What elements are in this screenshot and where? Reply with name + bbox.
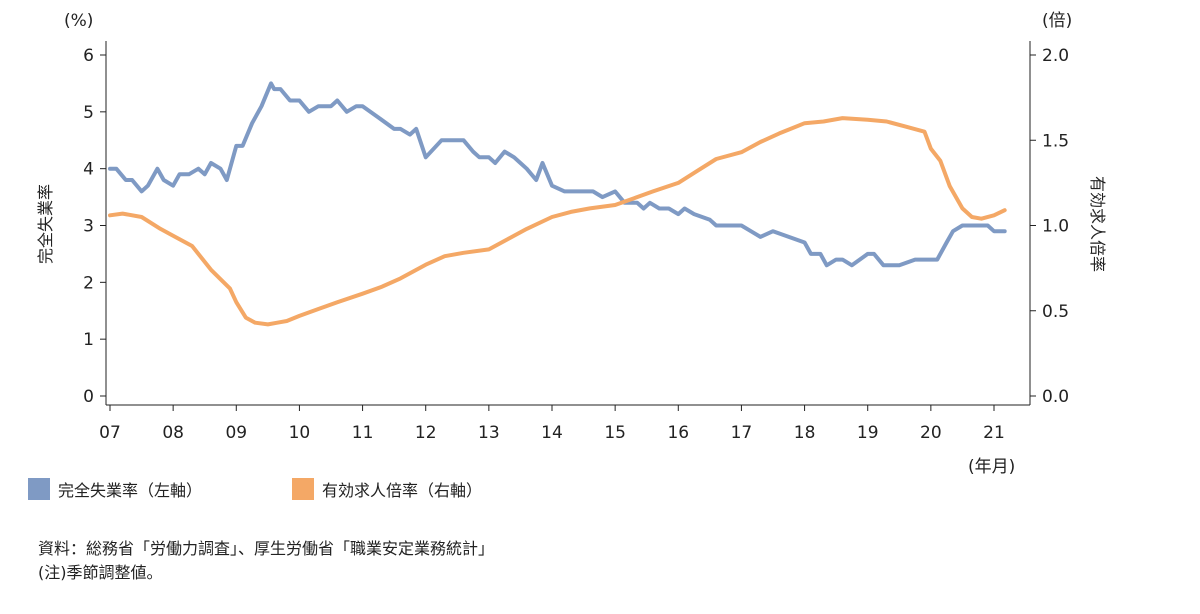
- x-tick-label: 12: [415, 423, 437, 443]
- left-tick-label: 3: [83, 217, 94, 237]
- right-axis-unit: (倍): [1042, 11, 1072, 31]
- legend-item-unemployment: 完全失業率（左軸）: [28, 477, 202, 501]
- x-tick-label: 10: [289, 423, 311, 443]
- series-line-unemployment: [108, 81, 1007, 268]
- left-axis-unit: (%): [64, 11, 93, 31]
- legend-item-job-ratio: 有効求人倍率（右軸）: [292, 477, 482, 501]
- right-tick-label: 1.0: [1042, 217, 1069, 237]
- right-tick-label: 0.0: [1042, 387, 1069, 407]
- x-tick-label: 14: [541, 423, 563, 443]
- left-tick-label: 0: [83, 387, 94, 407]
- x-axis-unit: (年月): [968, 457, 1015, 477]
- x-tick-label: 16: [667, 423, 689, 443]
- series-line-job-ratio: [108, 116, 1007, 327]
- x-tick-label: 11: [352, 423, 374, 443]
- footnote: (注)季節調整値。: [38, 563, 163, 582]
- x-tick-label: 09: [225, 423, 247, 443]
- right-tick-label: 2.0: [1042, 46, 1069, 66]
- legend-label-unemployment: 完全失業率（左軸）: [58, 481, 203, 500]
- source-note: 資料：総務省「労働力調査」、厚生労働省「職業安定業務統計」: [38, 539, 495, 558]
- x-tick-label: 07: [99, 423, 121, 443]
- series-layer: [108, 81, 1007, 327]
- left-axis-title: 完全失業率: [36, 184, 55, 264]
- x-tick-label: 13: [478, 423, 500, 443]
- left-tick-label: 1: [83, 330, 94, 350]
- x-tick-label: 17: [731, 423, 753, 443]
- left-tick-label: 4: [83, 160, 94, 180]
- x-tick-label: 21: [983, 423, 1005, 443]
- left-tick-label: 6: [83, 46, 94, 66]
- left-axis-ticks: 0 1 2 3 4 5 6: [83, 46, 106, 407]
- right-tick-label: 0.5: [1042, 302, 1069, 322]
- legend-label-job-ratio: 有効求人倍率（右軸）: [322, 481, 483, 500]
- x-tick-label: 18: [794, 423, 816, 443]
- x-tick-label: 15: [604, 423, 626, 443]
- x-tick-label: 19: [857, 423, 879, 443]
- legend-swatch-unemployment: [28, 478, 50, 500]
- left-tick-label: 5: [83, 103, 94, 123]
- legend-swatch-job-ratio: [292, 478, 314, 500]
- right-axis-title: 有効求人倍率: [1088, 176, 1107, 272]
- axes: [105, 41, 1031, 406]
- x-tick-label: 08: [162, 423, 184, 443]
- x-tick-label: 20: [920, 423, 942, 443]
- right-tick-label: 1.5: [1042, 131, 1069, 151]
- right-axis-ticks: 0.0 0.5 1.0 1.5 2.0: [1030, 46, 1069, 407]
- x-axis-ticks: 07 08 09 10 11 12 13 14 15 16 17 18 19 20 21: [99, 405, 1005, 443]
- left-tick-label: 2: [83, 273, 94, 293]
